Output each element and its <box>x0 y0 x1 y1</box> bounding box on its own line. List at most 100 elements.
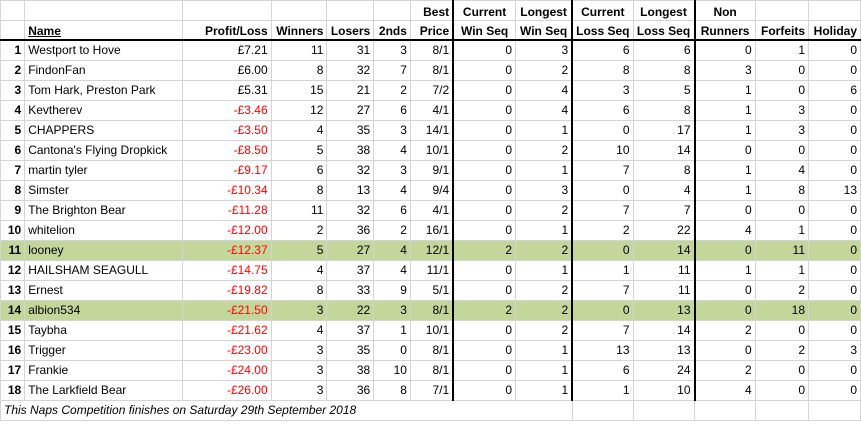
losers-cell[interactable]: 35 <box>326 340 375 361</box>
profit-loss-cell[interactable]: -£24.00 <box>181 360 272 381</box>
longest-loss-seq-cell[interactable]: 13 <box>632 340 696 361</box>
longest-loss-seq-cell[interactable]: 6 <box>632 39 696 61</box>
longest-loss-seq-cell[interactable]: 7 <box>632 200 696 221</box>
holiday-cell[interactable]: 0 <box>808 39 861 61</box>
forfeits-cell[interactable]: 18 <box>754 300 810 321</box>
best-price-cell[interactable]: 10/1 <box>409 140 454 161</box>
forfeits-cell[interactable]: 0 <box>754 200 810 221</box>
holiday-cell[interactable]: 6 <box>808 80 861 101</box>
current-win-seq-cell[interactable]: 0 <box>452 180 517 201</box>
winners-cell[interactable]: 8 <box>270 60 328 81</box>
current-win-seq-cell[interactable]: 2 <box>452 300 517 321</box>
non-runners-cell[interactable]: 0 <box>694 39 756 61</box>
winners-cell[interactable]: 8 <box>270 280 328 301</box>
best-price-cell[interactable]: 9/4 <box>409 180 454 201</box>
best-price-cell[interactable]: 14/1 <box>409 120 454 141</box>
current-win-seq-cell[interactable]: 0 <box>452 160 517 181</box>
forfeits-cell[interactable]: 3 <box>754 100 810 121</box>
best-price-cell[interactable]: 8/1 <box>409 360 454 381</box>
profit-loss-cell[interactable]: -£19.82 <box>181 280 272 301</box>
best-price-cell[interactable]: 4/1 <box>409 200 454 221</box>
current-loss-seq-cell[interactable]: 7 <box>571 320 634 341</box>
best-price-cell[interactable]: 16/1 <box>409 220 454 241</box>
longest-loss-seq-cell[interactable]: 22 <box>632 220 696 241</box>
best-price-cell[interactable]: 12/1 <box>409 240 454 261</box>
winners-cell[interactable]: 5 <box>270 240 328 261</box>
name-cell[interactable]: Tom Hark, Preston Park <box>24 80 183 101</box>
position-cell[interactable]: 12 <box>0 260 26 281</box>
best-price-cell[interactable]: 8/1 <box>409 300 454 321</box>
position-cell[interactable]: 4 <box>0 100 26 121</box>
longest-loss-seq-cell[interactable]: 5 <box>632 80 696 101</box>
profit-loss-cell[interactable]: -£10.34 <box>181 180 272 201</box>
header-winners[interactable]: Winners <box>270 20 328 41</box>
position-cell[interactable]: 3 <box>0 80 26 101</box>
longest-loss-seq-cell[interactable]: 4 <box>632 180 696 201</box>
current-loss-seq-cell[interactable]: 8 <box>571 60 634 81</box>
longest-loss-seq-cell[interactable]: 24 <box>632 360 696 381</box>
footer-cell[interactable] <box>632 400 696 421</box>
non-runners-cell[interactable]: 1 <box>694 80 756 101</box>
non-runners-cell[interactable]: 4 <box>694 220 756 241</box>
seconds-cell[interactable]: 4 <box>373 140 411 161</box>
forfeits-cell[interactable]: 0 <box>754 360 810 381</box>
holiday-cell[interactable]: 0 <box>808 60 861 81</box>
profit-loss-cell[interactable]: -£9.17 <box>181 160 272 181</box>
position-cell[interactable]: 9 <box>0 200 26 221</box>
longest-loss-seq-cell[interactable]: 17 <box>632 120 696 141</box>
header-2nds[interactable]: 2nds <box>373 20 411 41</box>
longest-win-seq-cell[interactable]: 2 <box>515 320 574 341</box>
header-cell[interactable] <box>0 0 26 21</box>
non-runners-cell[interactable]: 1 <box>694 260 756 281</box>
longest-win-seq-cell[interactable]: 2 <box>515 200 574 221</box>
footer-note[interactable]: This Naps Competition finishes on Saturd… <box>0 400 573 421</box>
position-cell[interactable]: 15 <box>0 320 26 341</box>
longest-win-seq-cell[interactable]: 2 <box>515 300 574 321</box>
profit-loss-cell[interactable]: -£3.46 <box>181 100 272 121</box>
name-cell[interactable]: The Brighton Bear <box>24 200 183 221</box>
losers-cell[interactable]: 37 <box>326 320 375 341</box>
position-cell[interactable]: 6 <box>0 140 26 161</box>
non-runners-cell[interactable]: 1 <box>694 160 756 181</box>
seconds-cell[interactable]: 6 <box>373 100 411 121</box>
forfeits-cell[interactable]: 4 <box>754 160 810 181</box>
holiday-cell[interactable]: 3 <box>808 340 861 361</box>
non-runners-cell[interactable]: 3 <box>694 60 756 81</box>
holiday-cell[interactable]: 0 <box>808 160 861 181</box>
current-loss-seq-cell[interactable]: 7 <box>571 160 634 181</box>
best-price-cell[interactable]: 7/2 <box>409 80 454 101</box>
longest-win-seq-cell[interactable]: 2 <box>515 60 574 81</box>
longest-win-seq-cell[interactable]: 2 <box>515 140 574 161</box>
holiday-cell[interactable]: 0 <box>808 220 861 241</box>
current-win-seq-cell[interactable]: 0 <box>452 320 517 341</box>
header-cell[interactable] <box>270 0 328 21</box>
header-current-win[interactable]: Current <box>452 0 517 21</box>
non-runners-cell[interactable]: 2 <box>694 360 756 381</box>
current-loss-seq-cell[interactable]: 10 <box>571 140 634 161</box>
position-cell[interactable]: 10 <box>0 220 26 241</box>
non-runners-cell[interactable]: 1 <box>694 180 756 201</box>
current-win-seq-cell[interactable]: 0 <box>452 200 517 221</box>
seconds-cell[interactable]: 1 <box>373 320 411 341</box>
winners-cell[interactable]: 3 <box>270 300 328 321</box>
best-price-cell[interactable]: 4/1 <box>409 100 454 121</box>
header-forfeits[interactable]: Forfeits <box>754 20 810 41</box>
longest-win-seq-cell[interactable]: 1 <box>515 340 574 361</box>
footer-cell[interactable] <box>571 400 634 421</box>
header-cell[interactable] <box>24 0 183 21</box>
profit-loss-cell[interactable]: -£11.28 <box>181 200 272 221</box>
current-win-seq-cell[interactable]: 0 <box>452 380 517 401</box>
losers-cell[interactable]: 36 <box>326 220 375 241</box>
losers-cell[interactable]: 37 <box>326 260 375 281</box>
header-name[interactable]: Name <box>24 20 183 41</box>
holiday-cell[interactable]: 0 <box>808 100 861 121</box>
current-loss-seq-cell[interactable]: 6 <box>571 39 634 61</box>
name-cell[interactable]: HAILSHAM SEAGULL <box>24 260 183 281</box>
longest-win-seq-cell[interactable]: 1 <box>515 160 574 181</box>
best-price-cell[interactable]: 8/1 <box>409 39 454 61</box>
forfeits-cell[interactable]: 0 <box>754 60 810 81</box>
name-cell[interactable]: Cantona's Flying Dropkick <box>24 140 183 161</box>
current-win-seq-cell[interactable]: 0 <box>452 140 517 161</box>
seconds-cell[interactable]: 7 <box>373 60 411 81</box>
winners-cell[interactable]: 4 <box>270 320 328 341</box>
